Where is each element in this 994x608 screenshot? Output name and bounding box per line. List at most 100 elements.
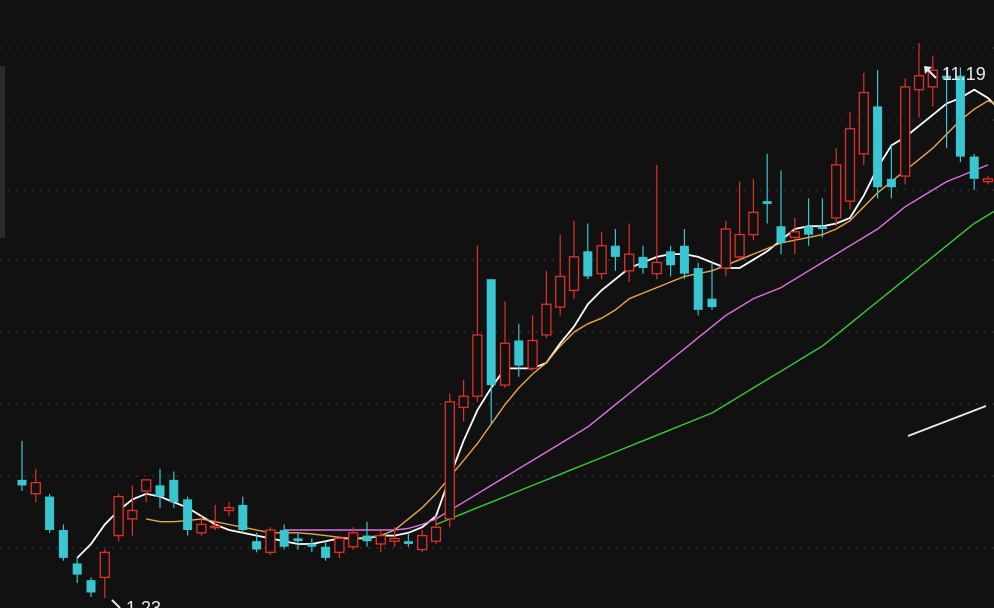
candle-body [927,69,938,88]
candle-up [389,527,400,547]
ma-mid-line [146,100,994,540]
candle-body [210,525,221,529]
candle-body [624,253,635,272]
candle-down [817,198,827,238]
candle-down [45,493,55,533]
candle-body [86,580,96,593]
candle-body [610,245,620,257]
candle-down [873,70,883,199]
candle-body [817,226,827,230]
candle-down [17,440,27,492]
candle-up [375,530,386,553]
candle-down [955,67,965,163]
drawn-trend-line [907,405,987,437]
grid-lines [0,47,994,549]
candle-up [858,72,869,165]
candle-body [403,541,413,544]
low-marker-arrow [111,599,121,608]
candle-up [624,223,635,282]
candle-up [651,164,662,280]
high-marker-arrowhead [924,66,932,74]
candle-body [568,256,580,291]
candle-body [45,496,55,531]
candle-body [596,245,607,275]
candle-body [955,75,965,157]
candle-body [196,523,207,534]
candle-up [913,42,925,118]
candle-body [969,156,979,179]
candle-up [196,516,207,536]
candle-up [444,393,455,528]
candle-up [141,479,152,503]
candle-body [458,395,469,409]
candle-up [555,234,566,316]
candle-body [127,509,138,520]
candle-up [982,176,994,185]
candle-down [155,468,165,508]
candle-up [900,78,911,185]
candle-body [293,538,303,542]
candle-up [430,516,442,544]
candle-down [183,496,193,536]
candle-body [238,504,248,531]
candle-body [844,128,856,202]
candle-body [486,279,496,386]
candle-body [252,541,262,550]
candle-body [831,164,842,219]
low-price-label: 1.23 [126,598,161,608]
candle-down [762,153,772,224]
candle-up [748,178,759,241]
candle-body [155,485,165,497]
candle-body [430,526,442,542]
candle-down [86,577,96,597]
left-edge-scroll-tab[interactable] [0,66,5,238]
candles [17,42,994,599]
candle-up [113,493,124,542]
candle-body [279,530,289,547]
candle-up [223,502,235,517]
candle-up [210,504,221,531]
candle-up [568,220,580,299]
candle-body [748,211,759,236]
candle-body [789,231,800,239]
candle-up [541,270,552,338]
candle-down [238,496,248,533]
candle-up [844,111,856,210]
candle-down [72,557,82,583]
candle-body [776,226,786,243]
candle-down [776,170,786,255]
candle-down [969,153,979,191]
candle-down [583,223,593,280]
candle-body [223,507,235,512]
candle-down [693,262,703,316]
candle-body [720,228,731,269]
candle-down [638,245,648,274]
candle-body [417,534,428,551]
candle-up [348,527,359,550]
candle-body [858,91,869,155]
candle-body [99,551,110,579]
candle-body [707,298,717,308]
candle-body [30,481,41,495]
candle-body [348,532,359,548]
candle-body [982,178,994,183]
candle-up [458,379,469,422]
candle-body [362,535,372,542]
candle-body [583,251,593,277]
candle-down [486,279,496,425]
candle-up [720,220,731,277]
candle-body [265,529,276,553]
candle-body [58,530,68,558]
candle-down [514,323,524,377]
candle-up [417,530,428,553]
candle-body [541,303,552,336]
candle-down [279,524,289,550]
candle-down [679,229,689,280]
candle-down [321,541,331,561]
candle-body [913,75,925,91]
candle-body [900,86,911,177]
annotations: 1.23 11.19 [111,64,987,608]
candle-up [472,245,483,402]
candle-up [30,468,41,503]
ma-longest-line [435,210,994,526]
